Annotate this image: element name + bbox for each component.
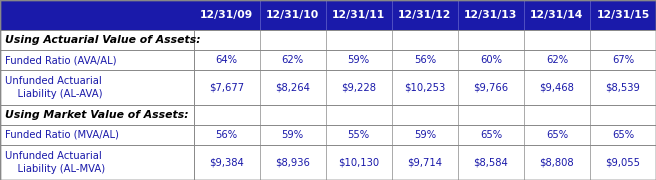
Text: Unfunded Actuarial
    Liability (AL-MVA): Unfunded Actuarial Liability (AL-MVA) [5, 151, 106, 174]
Text: $8,264: $8,264 [275, 83, 310, 93]
Text: $8,808: $8,808 [540, 158, 574, 167]
Text: $7,677: $7,677 [209, 83, 244, 93]
Text: Using Market Value of Assets:: Using Market Value of Assets: [5, 110, 189, 120]
Text: 65%: 65% [546, 130, 568, 140]
Text: 12/31/09: 12/31/09 [200, 10, 253, 20]
Text: 65%: 65% [612, 130, 634, 140]
Bar [0, 70, 656, 105]
Text: 64%: 64% [216, 55, 237, 65]
Bar [0, 30, 656, 50]
Text: 65%: 65% [480, 130, 502, 140]
Text: 59%: 59% [281, 130, 304, 140]
Text: 12/31/12: 12/31/12 [398, 10, 451, 20]
Text: Funded Ratio (AVA/AL): Funded Ratio (AVA/AL) [5, 55, 117, 65]
Text: $10,130: $10,130 [338, 158, 379, 167]
Text: $10,253: $10,253 [404, 83, 445, 93]
Text: Using Actuarial Value of Assets:: Using Actuarial Value of Assets: [5, 35, 201, 45]
Text: $9,468: $9,468 [539, 83, 575, 93]
Text: 56%: 56% [215, 130, 237, 140]
Text: 59%: 59% [414, 130, 436, 140]
Text: $9,055: $9,055 [605, 158, 640, 167]
Text: $9,384: $9,384 [209, 158, 244, 167]
Text: $8,539: $8,539 [605, 83, 640, 93]
Text: 12/31/11: 12/31/11 [332, 10, 385, 20]
Text: 56%: 56% [414, 55, 436, 65]
Text: $8,936: $8,936 [275, 158, 310, 167]
Text: 12/31/10: 12/31/10 [266, 10, 319, 20]
Text: $9,766: $9,766 [473, 83, 508, 93]
Text: 62%: 62% [546, 55, 568, 65]
Text: 12/31/13: 12/31/13 [464, 10, 518, 20]
Text: 62%: 62% [281, 55, 304, 65]
Text: 12/31/15: 12/31/15 [596, 10, 649, 20]
Bar [0, 105, 656, 125]
Bar [0, 0, 656, 30]
Bar [0, 50, 656, 70]
Text: Unfunded Actuarial
    Liability (AL-AVA): Unfunded Actuarial Liability (AL-AVA) [5, 76, 103, 99]
Text: 12/31/14: 12/31/14 [530, 10, 584, 20]
Text: 67%: 67% [612, 55, 634, 65]
Bar [0, 125, 656, 145]
Text: Funded Ratio (MVA/AL): Funded Ratio (MVA/AL) [5, 130, 119, 140]
Text: 55%: 55% [348, 130, 370, 140]
Text: $8,584: $8,584 [474, 158, 508, 167]
Text: 59%: 59% [348, 55, 370, 65]
Bar [0, 145, 656, 180]
Text: $9,714: $9,714 [407, 158, 442, 167]
Text: 60%: 60% [480, 55, 502, 65]
Text: $9,228: $9,228 [341, 83, 376, 93]
